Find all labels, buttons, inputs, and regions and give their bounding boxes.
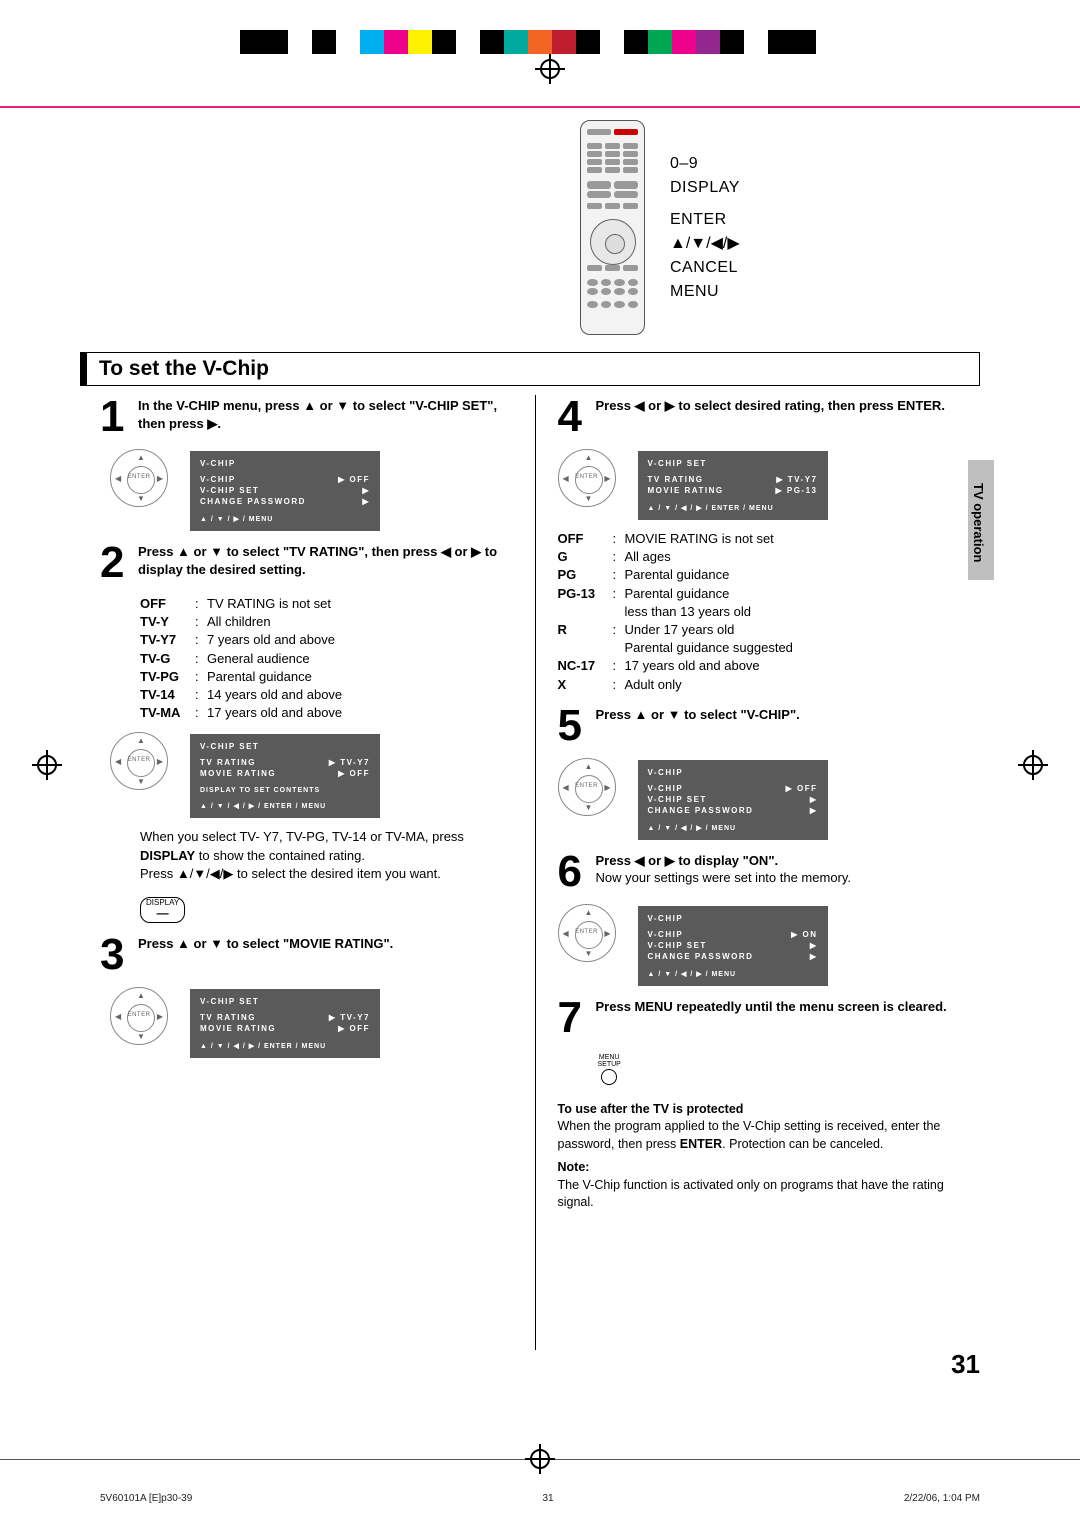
- step-2: 2 Press ▲ or ▼ to select "TV RATING", th…: [100, 541, 523, 585]
- step-number: 7: [558, 996, 588, 1040]
- legend-item: CANCEL: [670, 256, 740, 280]
- remote-reference: 0–9 DISPLAY ENTER ▲/▼/◀/▶ CANCEL MENU: [580, 120, 980, 350]
- footer-mid: 31: [543, 1493, 554, 1504]
- step-5: 5 Press ▲ or ▼ to select "V-CHIP".: [558, 704, 981, 748]
- step-text: Press ◀ or ▶ to select desired rating, t…: [596, 395, 945, 439]
- dpad-icon: ▲▼◀▶: [110, 732, 168, 790]
- step-text: Press MENU repeatedly until the menu scr…: [596, 996, 947, 1040]
- step-number: 2: [100, 541, 130, 585]
- step-7: 7 Press MENU repeatedly until the menu s…: [558, 996, 981, 1040]
- remote-button-legend: 0–9 DISPLAY ENTER ▲/▼/◀/▶ CANCEL MENU: [670, 152, 740, 304]
- step-number: 1: [100, 395, 130, 439]
- step-text: Press ◀ or ▶ to display "ON". Now your s…: [596, 850, 852, 894]
- step-text: Press ▲ or ▼ to select "MOVIE RATING".: [138, 933, 393, 977]
- notes: To use after the TV is protected When th…: [558, 1101, 981, 1212]
- step-number: 3: [100, 933, 130, 977]
- step-text: In the V-CHIP menu, press ▲ or ▼ to sele…: [138, 395, 523, 439]
- rating-list: OFF:MOVIE RATING is not setG:All agesPG:…: [558, 530, 981, 694]
- dpad-icon: ▲▼◀▶: [558, 449, 616, 507]
- print-color-bar: [240, 30, 816, 54]
- display-button-icon: DISPLAY—: [140, 897, 185, 923]
- registration-mark: [1018, 750, 1048, 780]
- step-text: Press ▲ or ▼ to select "V-CHIP".: [596, 704, 800, 748]
- step-3: 3 Press ▲ or ▼ to select "MOVIE RATING".: [100, 933, 523, 977]
- note-body: The V-Chip function is activated only on…: [558, 1177, 981, 1212]
- page-number: 31: [951, 1349, 980, 1380]
- legend-item: ENTER: [670, 208, 740, 232]
- trim-line: [0, 106, 1080, 108]
- step-text: Press ▲ or ▼ to select "TV RATING", then…: [138, 541, 523, 585]
- step-number: 4: [558, 395, 588, 439]
- step-number: 5: [558, 704, 588, 748]
- menu-button-icon: MENUSETUP: [598, 1054, 621, 1085]
- registration-mark: [535, 54, 565, 84]
- legend-item: 0–9: [670, 152, 740, 176]
- dpad-icon: ▲▼◀▶: [558, 758, 616, 816]
- step-1: 1 In the V-CHIP menu, press ▲ or ▼ to se…: [100, 395, 523, 439]
- note-heading: Note:: [558, 1159, 981, 1177]
- print-footer: 5V60101A [E]p30-39 31 2/22/06, 1:04 PM: [100, 1493, 980, 1504]
- footer-right: 2/22/06, 1:04 PM: [904, 1493, 980, 1504]
- registration-mark: [32, 750, 62, 780]
- dpad-icon: ▲▼◀▶: [110, 449, 168, 507]
- legend-item: ▲/▼/◀/▶: [670, 232, 740, 256]
- step-6: 6 Press ◀ or ▶ to display "ON". Now your…: [558, 850, 981, 894]
- remote-illustration: [580, 120, 645, 335]
- paragraph: When you select TV- Y7, TV-PG, TV-14 or …: [140, 828, 523, 883]
- section-title: To set the V-Chip: [99, 357, 269, 381]
- left-column: 1 In the V-CHIP menu, press ▲ or ▼ to se…: [100, 395, 536, 1350]
- rating-list: OFF:TV RATING is not setTV-Y:All childre…: [140, 595, 523, 722]
- dpad-icon: ▲▼◀▶: [558, 904, 616, 962]
- footer-left: 5V60101A [E]p30-39: [100, 1493, 192, 1504]
- legend-item: MENU: [670, 280, 740, 304]
- legend-item: DISPLAY: [670, 176, 740, 200]
- dpad-icon: ▲▼◀▶: [110, 987, 168, 1045]
- note-body: When the program applied to the V-Chip s…: [558, 1118, 981, 1153]
- step-4: 4 Press ◀ or ▶ to select desired rating,…: [558, 395, 981, 439]
- bottom-trim: [0, 1444, 1080, 1474]
- section-header: To set the V-Chip: [80, 352, 980, 386]
- step-number: 6: [558, 850, 588, 894]
- page-content: 0–9 DISPLAY ENTER ▲/▼/◀/▶ CANCEL MENU To…: [80, 120, 980, 1380]
- right-column: 4 Press ◀ or ▶ to select desired rating,…: [546, 395, 981, 1350]
- osd-footer: ▲ / ▼ / ◀ / ▶ / ENTER / MENU: [200, 802, 370, 810]
- note-heading: To use after the TV is protected: [558, 1101, 981, 1119]
